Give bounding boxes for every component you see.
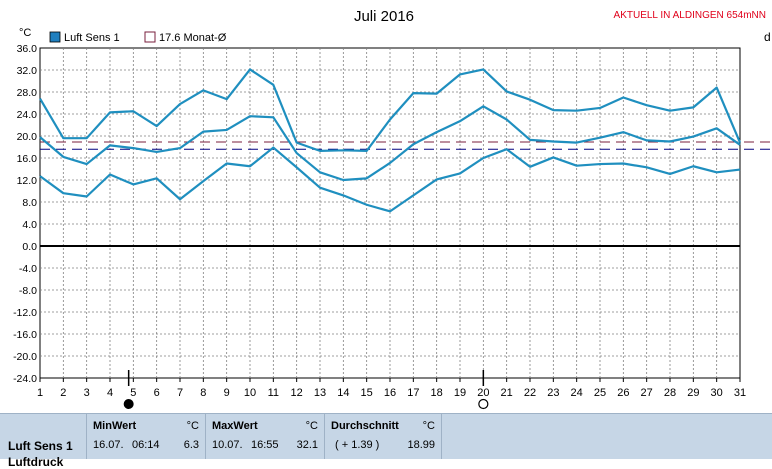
series-line-min: [39, 146, 741, 213]
min-time: 06:14: [132, 439, 160, 451]
legend: Luft Sens 1 17.6 Monat-Ø: [49, 31, 227, 44]
y-tick-label: 24.0: [17, 109, 38, 121]
x-tick-label: 12: [291, 387, 303, 399]
y-tick-label: 0.0: [22, 241, 37, 253]
x-tick-label: 25: [594, 387, 606, 399]
max-label: MaxWert: [212, 420, 258, 432]
right-label: d: [764, 30, 771, 44]
stats-series-name: Luft Sens 1: [8, 439, 73, 453]
x-tick-label: 31: [734, 387, 746, 399]
x-tick-label: 17: [407, 387, 419, 399]
x-tick-label: 3: [84, 387, 90, 399]
y-tick-label: 28.0: [17, 87, 38, 99]
max-time: 16:55: [251, 439, 279, 451]
grid: [39, 47, 741, 379]
x-tick-label: 21: [501, 387, 513, 399]
series-line-max: [39, 68, 742, 152]
y-tick-label: 20.0: [17, 131, 38, 143]
y-tick-label: -4.0: [19, 263, 37, 275]
legend-label-average: 17.6 Monat-Ø: [159, 32, 227, 44]
stats-min-cell: MinWert °C 16.07. 06:14 6.3: [87, 414, 206, 459]
x-tick-label: 10: [244, 387, 256, 399]
x-tick-label: 14: [337, 387, 349, 399]
x-tick-label: 7: [177, 387, 183, 399]
x-tick-label: 4: [107, 387, 113, 399]
y-tick-label: 12.0: [17, 175, 38, 187]
legend-label-series: Luft Sens 1: [64, 32, 120, 44]
avg-value: 18.99: [407, 439, 435, 451]
avg-delta: ( + 1.39 ): [335, 439, 380, 451]
x-tick-label: 22: [524, 387, 536, 399]
x-tick-label: 30: [711, 387, 723, 399]
series-lines: [39, 68, 742, 213]
x-tick-label: 18: [431, 387, 443, 399]
y-tick-label: -24.0: [13, 373, 37, 385]
station-label: AKTUELL IN ALDINGEN 654mNN: [614, 10, 766, 21]
x-tick-label: 5: [130, 387, 136, 399]
y-tick-label: -20.0: [13, 351, 37, 363]
min-value: 6.3: [183, 439, 199, 451]
min-unit: °C: [186, 420, 199, 432]
max-unit: °C: [305, 420, 318, 432]
x-tick-label: 1: [37, 387, 43, 399]
y-axis-unit: °C: [19, 27, 31, 39]
y-tick-label: -8.0: [19, 285, 37, 297]
x-tick-label: 13: [314, 387, 326, 399]
x-tick-label: 23: [547, 387, 559, 399]
new-moon-icon: [478, 398, 489, 410]
legend-swatch-series: [49, 31, 61, 43]
full-moon-icon: [123, 399, 134, 409]
chart-title: Juli 2016: [354, 8, 414, 25]
temperature-chart: 36.0 32.0 28.0 24.0 20.0 16.0 12.0 8.0 4.0 0.0 -4.…: [13, 8, 772, 410]
y-tick-label: -12.0: [13, 307, 37, 319]
x-tick-label: 19: [454, 387, 466, 399]
series-line-durchschnitt: [39, 105, 741, 182]
stats-avg-cell: Durchschnitt °C ( + 1.39 ) 18.99: [325, 414, 442, 459]
x-tick-label: 24: [571, 387, 583, 399]
avg-unit: °C: [422, 420, 435, 432]
x-tick-label: 16: [384, 387, 396, 399]
stats-series-sub: Luftdruck: [8, 455, 64, 469]
max-date: 10.07.: [212, 439, 243, 451]
stats-max-cell: MaxWert °C 10.07. 16:55 32.1: [206, 414, 325, 459]
x-tick-label: 2: [60, 387, 66, 399]
y-tick-label: 16.0: [17, 153, 38, 165]
x-tick-label: 6: [154, 387, 160, 399]
axes: [39, 245, 741, 410]
x-tick-label: 11: [268, 387, 279, 399]
y-tick-label: 8.0: [22, 197, 37, 209]
avg-label: Durchschnitt: [331, 420, 399, 432]
y-tick-label: -16.0: [13, 329, 37, 341]
min-label: MinWert: [93, 420, 137, 432]
x-tick-label: 29: [687, 387, 699, 399]
y-tick-label: 36.0: [17, 43, 38, 55]
reference-lines: [40, 141, 772, 150]
x-tick-label: 20: [477, 387, 489, 399]
min-date: 16.07.: [93, 439, 124, 451]
x-tick-label: 27: [641, 387, 653, 399]
stats-series-cell: Luft Sens 1 Luftdruck: [0, 414, 87, 469]
x-tick-label: 28: [664, 387, 676, 399]
tick-labels: 36.0 32.0 28.0 24.0 20.0 16.0 12.0 8.0 4.0 0.0 -4.…: [13, 43, 746, 399]
y-tick-label: 4.0: [22, 219, 37, 231]
y-tick-label: 32.0: [17, 65, 38, 77]
max-value: 32.1: [296, 439, 318, 451]
x-tick-label: 9: [224, 387, 230, 399]
x-tick-label: 26: [617, 387, 629, 399]
x-tick-label: 8: [200, 387, 206, 399]
stats-panel: Luft Sens 1 Luftdruck MinWert °C 16.07. …: [0, 413, 772, 469]
x-tick-label: 15: [361, 387, 373, 399]
legend-swatch-average: [144, 31, 156, 43]
